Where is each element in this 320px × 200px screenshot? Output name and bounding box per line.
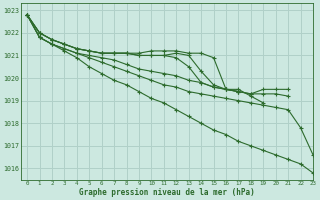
X-axis label: Graphe pression niveau de la mer (hPa): Graphe pression niveau de la mer (hPa) bbox=[79, 188, 255, 197]
